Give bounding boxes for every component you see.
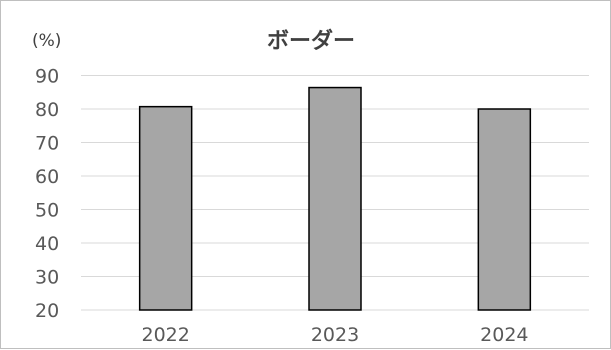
y-tick-label: 30 [35,267,59,289]
x-tick-label: 2023 [311,324,359,346]
y-axis-tick-labels: 90 80 70 60 50 40 30 20 [35,66,59,323]
x-tick-label: 2022 [141,324,189,346]
y-tick-label: 90 [35,66,59,88]
bars [138,86,532,311]
y-tick-label: 70 [35,133,59,155]
y-tick-label: 20 [35,300,59,322]
y-tick-label: 40 [35,233,59,255]
x-axis-tick-labels: 2022 2023 2024 [141,324,528,346]
bar-2022 [138,105,193,311]
x-tick-label: 2024 [480,324,528,346]
y-tick-label: 60 [35,166,59,188]
bar-2023 [308,86,362,311]
chart-title: ボーダー [267,28,355,54]
y-axis-unit-label: (%) [32,31,61,51]
bar-2024 [477,108,532,311]
y-tick-label: 80 [35,99,59,121]
y-tick-label: 50 [35,200,59,222]
